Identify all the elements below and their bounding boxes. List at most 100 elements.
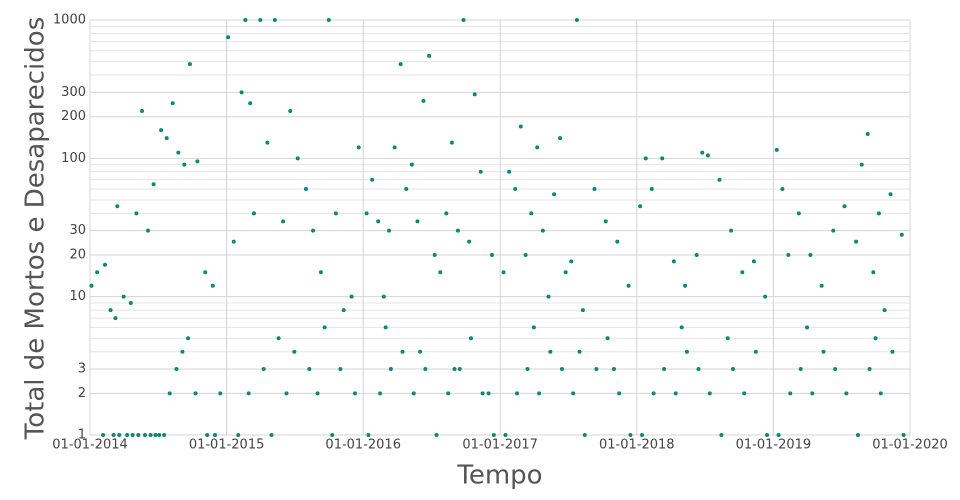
point — [101, 433, 106, 437]
x-axis-title: Tempo — [456, 461, 542, 491]
point — [315, 391, 320, 396]
point — [461, 18, 466, 22]
point — [170, 101, 175, 106]
point — [662, 366, 667, 371]
point — [89, 283, 94, 288]
point — [537, 391, 542, 396]
point — [157, 433, 162, 437]
point — [151, 182, 156, 187]
point — [468, 336, 473, 341]
y-tick-label: 1000 — [53, 13, 86, 28]
point — [295, 156, 300, 161]
point — [330, 433, 335, 437]
point — [523, 253, 528, 258]
point — [457, 366, 462, 371]
point — [143, 433, 148, 437]
point — [725, 336, 730, 341]
y-tick-label: 1 — [78, 428, 86, 443]
point — [452, 366, 457, 371]
point — [859, 162, 864, 167]
point — [649, 187, 654, 192]
point — [186, 336, 191, 341]
point — [740, 270, 745, 275]
point — [638, 204, 643, 209]
point — [899, 232, 904, 237]
point — [603, 219, 608, 224]
point — [821, 349, 826, 354]
point — [628, 433, 633, 437]
point — [776, 433, 781, 437]
point — [125, 433, 130, 437]
point — [381, 294, 386, 299]
point — [418, 349, 423, 354]
point — [269, 433, 274, 437]
point — [786, 253, 791, 258]
point — [134, 211, 139, 216]
point — [115, 204, 120, 209]
point — [303, 187, 308, 192]
point — [121, 294, 126, 299]
point — [810, 391, 815, 396]
point — [798, 366, 803, 371]
point — [559, 366, 564, 371]
point — [507, 169, 512, 174]
point — [467, 239, 472, 244]
point — [162, 433, 167, 437]
point — [574, 18, 579, 22]
point — [356, 145, 361, 150]
point — [525, 366, 530, 371]
point — [251, 211, 256, 216]
y-tick-label: 30 — [69, 223, 86, 238]
point — [276, 336, 281, 341]
point — [195, 159, 200, 164]
point — [515, 391, 520, 396]
point — [364, 211, 369, 216]
point — [231, 239, 236, 244]
point — [626, 283, 631, 288]
point — [696, 366, 701, 371]
point — [833, 366, 838, 371]
point — [819, 283, 824, 288]
point — [546, 294, 551, 299]
point — [159, 128, 164, 133]
point — [901, 433, 906, 437]
point — [571, 391, 576, 396]
point — [486, 391, 491, 396]
point — [236, 433, 241, 437]
point — [694, 253, 699, 258]
point — [679, 325, 684, 330]
point — [478, 169, 483, 174]
point — [480, 391, 485, 396]
point — [582, 433, 587, 437]
point — [246, 391, 251, 396]
point — [187, 62, 192, 67]
point — [730, 366, 735, 371]
point — [113, 316, 118, 321]
point — [174, 366, 179, 371]
point — [540, 228, 545, 233]
point — [865, 131, 870, 136]
point — [882, 308, 887, 313]
y-tick-label: 10 — [69, 289, 86, 304]
point — [117, 433, 122, 437]
point — [580, 308, 585, 313]
point — [871, 270, 876, 275]
point — [153, 433, 158, 437]
point — [489, 253, 494, 258]
point — [753, 349, 758, 354]
x-tick-label: 01-01-2019 — [736, 438, 812, 453]
point — [311, 228, 316, 233]
y-tick-label: 100 — [61, 151, 86, 166]
point — [409, 162, 414, 167]
point — [605, 336, 610, 341]
point — [531, 325, 536, 330]
point — [742, 391, 747, 396]
point — [867, 366, 872, 371]
point — [788, 391, 793, 396]
point — [427, 53, 432, 58]
point — [878, 391, 883, 396]
point — [341, 308, 346, 313]
point — [503, 433, 508, 437]
point — [577, 349, 582, 354]
point — [322, 325, 327, 330]
